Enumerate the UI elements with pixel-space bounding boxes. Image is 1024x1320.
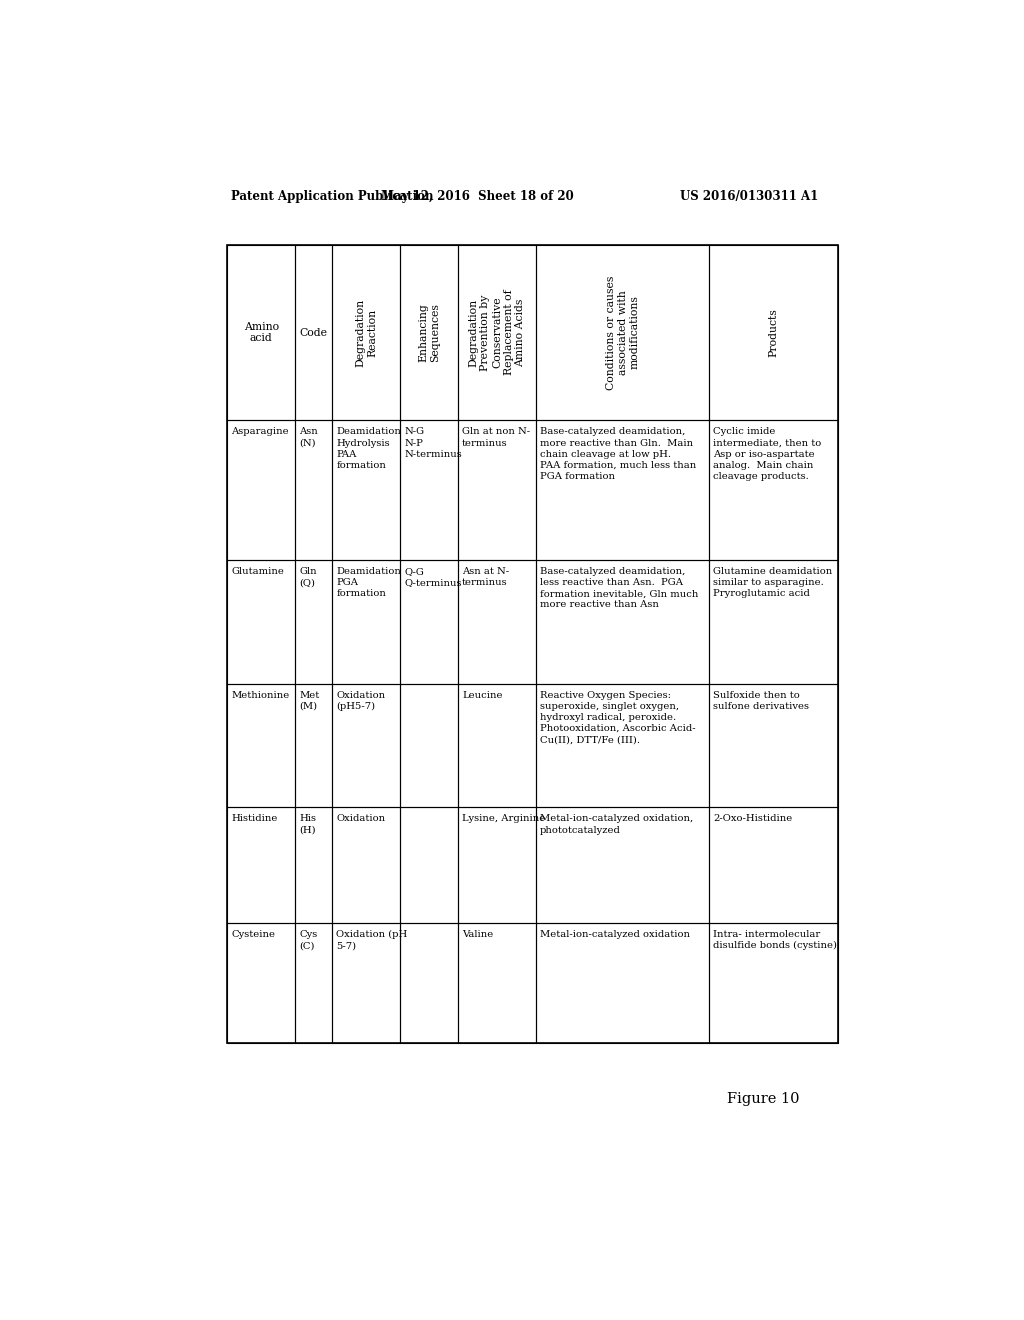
Bar [710,560,839,684]
Bar [458,684,537,808]
Text: Base-catalyzed deamidation,
less reactive than Asn.  PGA
formation inevitable, G: Base-catalyzed deamidation, less reactiv… [540,568,698,610]
Text: 2-Oxo-Histidine: 2-Oxo-Histidine [714,814,793,824]
Bar [710,808,839,923]
Text: Degradation
Prevention by
Conservative
Replacement of
Amino Acids: Degradation Prevention by Conservative R… [469,289,525,375]
Bar [537,684,710,808]
Bar [400,923,458,1043]
Bar [227,923,295,1043]
Text: Oxidation (pH
5-7): Oxidation (pH 5-7) [337,931,408,950]
Bar [333,420,400,560]
Text: Reactive Oxygen Species:
superoxide, singlet oxygen,
hydroxyl radical, peroxide.: Reactive Oxygen Species: superoxide, sin… [540,690,695,744]
Bar [458,420,537,560]
Bar [333,923,400,1043]
Text: Methionine: Methionine [231,690,290,700]
Text: May 12, 2016  Sheet 18 of 20: May 12, 2016 Sheet 18 of 20 [381,190,573,202]
Text: Deamidation
PGA
formation: Deamidation PGA formation [337,568,401,598]
Bar [710,244,839,420]
Bar [333,560,400,684]
Bar [295,808,333,923]
Text: Gln at non N-
terminus: Gln at non N- terminus [462,428,530,447]
Text: Histidine: Histidine [231,814,278,824]
Text: Asn
(N): Asn (N) [299,428,317,447]
Text: Conditions or causes
associated with
modifications: Conditions or causes associated with mod… [606,276,639,389]
Text: Degradation
Reaction: Degradation Reaction [355,298,377,367]
Text: Q-G
Q-terminus: Q-G Q-terminus [404,568,462,587]
Bar [295,923,333,1043]
Text: Asparagine: Asparagine [231,428,289,437]
Text: N-G
N-P
N-terminus: N-G N-P N-terminus [404,428,462,458]
Bar [400,684,458,808]
Text: Sulfoxide then to
sulfone derivatives: Sulfoxide then to sulfone derivatives [714,690,809,711]
Bar [295,560,333,684]
Text: Base-catalyzed deamidation,
more reactive than Gln.  Main
chain cleavage at low : Base-catalyzed deamidation, more reactiv… [540,428,696,480]
Bar [333,244,400,420]
Bar [400,808,458,923]
Bar [333,684,400,808]
Bar [227,684,295,808]
Text: Deamidation
Hydrolysis
PAA
formation: Deamidation Hydrolysis PAA formation [337,428,401,470]
Text: Oxidation: Oxidation [337,814,385,824]
Bar [537,808,710,923]
Text: His
(H): His (H) [299,814,316,834]
Bar [710,923,839,1043]
Bar [227,420,295,560]
Bar [458,923,537,1043]
Text: Amino
acid: Amino acid [244,322,279,343]
Bar [537,923,710,1043]
Bar [295,684,333,808]
Text: Patent Application Publication: Patent Application Publication [231,190,434,202]
Text: Cysteine: Cysteine [231,931,275,939]
Text: Valine: Valine [462,931,494,939]
Bar [710,684,839,808]
Text: Figure 10: Figure 10 [727,1092,799,1106]
Text: Leucine: Leucine [462,690,503,700]
Text: Met
(M): Met (M) [299,690,319,711]
Text: Glutamine: Glutamine [231,568,284,576]
Bar [400,560,458,684]
Text: Intra- intermolecular
disulfide bonds (cystine): Intra- intermolecular disulfide bonds (c… [714,931,838,950]
Bar [295,244,333,420]
Text: Products: Products [769,308,779,356]
Bar [227,244,295,420]
Bar [400,420,458,560]
Text: Metal-ion-catalyzed oxidation,
phototcatalyzed: Metal-ion-catalyzed oxidation, phototcat… [540,814,693,834]
Bar [458,808,537,923]
Bar [400,244,458,420]
Text: Metal-ion-catalyzed oxidation: Metal-ion-catalyzed oxidation [540,931,690,939]
Text: Enhancing
Sequences: Enhancing Sequences [419,304,440,362]
Text: Gln
(Q): Gln (Q) [299,568,316,587]
Bar [227,808,295,923]
Text: Cys
(C): Cys (C) [299,931,317,950]
Bar [710,420,839,560]
Bar [227,560,295,684]
Bar [295,420,333,560]
Bar [537,560,710,684]
Text: Oxidation
(pH5-7): Oxidation (pH5-7) [337,690,385,711]
Bar [333,808,400,923]
Text: US 2016/0130311 A1: US 2016/0130311 A1 [680,190,818,202]
Bar [458,560,537,684]
Text: Glutamine deamidation
similar to asparagine.
Pryroglutamic acid: Glutamine deamidation similar to asparag… [714,568,833,598]
Bar [458,244,537,420]
Bar [537,244,710,420]
Text: Asn at N-
terminus: Asn at N- terminus [462,568,509,587]
Text: Cyclic imide
intermediate, then to
Asp or iso-aspartate
analog.  Main chain
clea: Cyclic imide intermediate, then to Asp o… [714,428,821,480]
Text: Lysine, Arginine: Lysine, Arginine [462,814,545,824]
Bar [537,420,710,560]
Text: Code: Code [300,327,328,338]
Bar [227,244,839,1043]
